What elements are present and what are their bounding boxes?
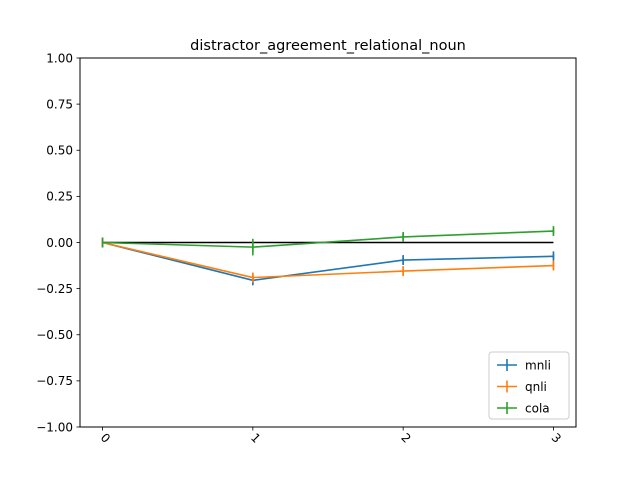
series-line-mnli: [102, 241, 554, 282]
legend-label-mnli: mnli: [525, 358, 551, 372]
y-tick-label: 0.75: [46, 97, 73, 111]
plot-frame: [79, 57, 577, 428]
y-tick-label: −0.25: [36, 282, 73, 296]
y-tick-label: −0.50: [36, 328, 73, 342]
chart-title: distractor_agreement_relational_noun: [190, 38, 466, 54]
legend-box: [488, 351, 570, 420]
plot-area: [101, 226, 555, 286]
legend-label-cola: cola: [525, 401, 550, 415]
legend: mnli qnli cola: [488, 351, 570, 420]
y-tick-label: 0.50: [46, 144, 73, 158]
y-tick-label: −1.00: [36, 420, 73, 434]
legend-label-qnli: qnli: [525, 380, 547, 394]
y-tick-label: −0.75: [36, 374, 73, 388]
series-line-cola: [102, 230, 554, 248]
y-tick-label: 1.00: [46, 51, 73, 65]
y-tick-label: 0.00: [46, 236, 73, 250]
y-axis: −1.00 −0.75 −0.50 −0.25 0.00 0.25 0.50 0.75 1.00: [36, 51, 80, 434]
series-line-qnli: [102, 241, 554, 279]
y-tick-label: 0.25: [46, 190, 73, 204]
